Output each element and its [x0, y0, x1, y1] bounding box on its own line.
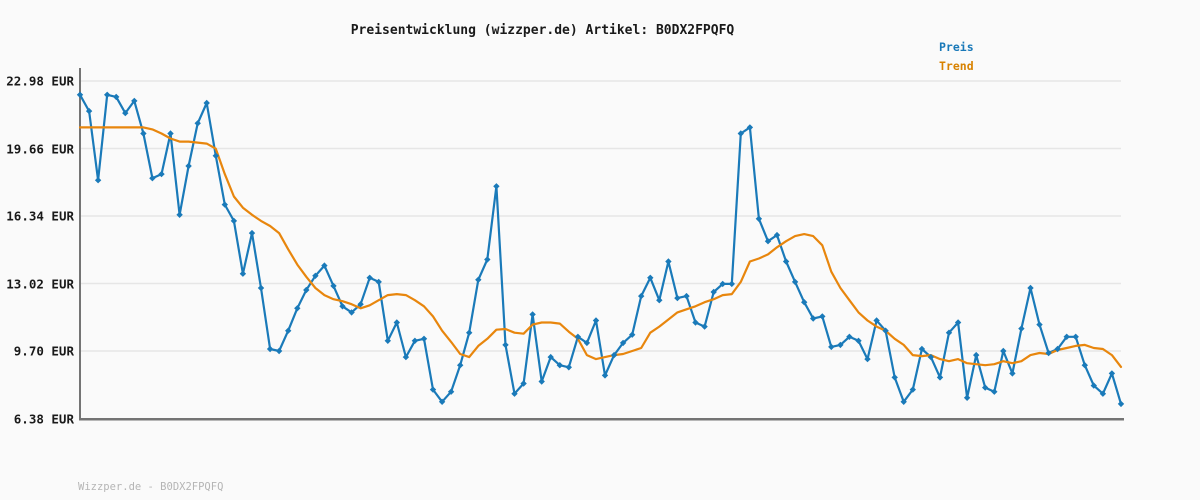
- watermark: Wizzper.de - B0DX2FPQFQ: [78, 481, 224, 493]
- y-axis-label: 9.70 EUR: [13, 343, 74, 359]
- y-axis-label: 13.02 EUR: [6, 276, 74, 291]
- series-lines: [78, 93, 1123, 405]
- y-axis-label: 22.98 EUR: [6, 73, 74, 89]
- axes: [79, 68, 1124, 421]
- preis-line: [78, 93, 1123, 405]
- preis-markers: [76, 91, 1125, 408]
- chart-title: Preisentwicklung (wizzper.de) Artikel: B…: [350, 23, 735, 38]
- y-axis-label: 6.38 EUR: [13, 411, 74, 426]
- preis-point-markers: [76, 91, 1125, 408]
- y-axis-label: 16.34 EUR: [6, 208, 74, 224]
- legend-preis-label: Preis: [939, 40, 974, 54]
- gridlines: [80, 80, 1121, 352]
- trend-line: [78, 126, 1123, 368]
- legend-trend-label: Trend: [939, 59, 974, 73]
- y-axis-label: 19.66 EUR: [6, 141, 74, 156]
